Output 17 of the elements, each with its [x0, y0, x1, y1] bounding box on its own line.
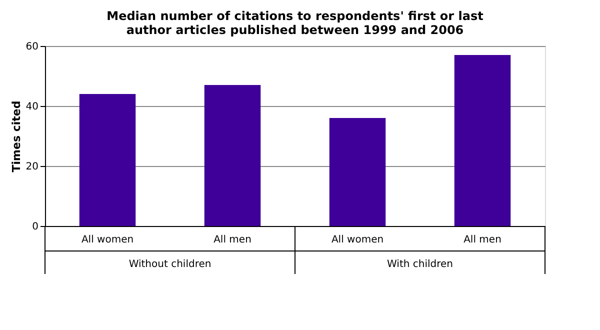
- text: Without children: [128, 259, 212, 270]
- y-tick-label: 60: [26, 42, 38, 52]
- x-tick-label: All women: [331, 234, 384, 246]
- bar: [454, 55, 511, 226]
- y-tick-label: 0: [32, 222, 38, 232]
- text: With children: [386, 259, 454, 270]
- x-tick-label: All men: [214, 234, 252, 246]
- y-axis-title: Times cited: [10, 100, 23, 172]
- x-tick-label: All men: [464, 234, 502, 246]
- x-tick-label: All women: [81, 234, 134, 246]
- y-tick-label: 20: [26, 162, 38, 172]
- y-tick-label: 40: [26, 102, 38, 112]
- bar: [329, 118, 386, 226]
- text: author articles published between 1999 and 2006: [126, 23, 464, 37]
- text: Median number of citations to respondents' first or last: [106, 9, 484, 23]
- bar: [79, 94, 136, 226]
- bar: [204, 85, 261, 226]
